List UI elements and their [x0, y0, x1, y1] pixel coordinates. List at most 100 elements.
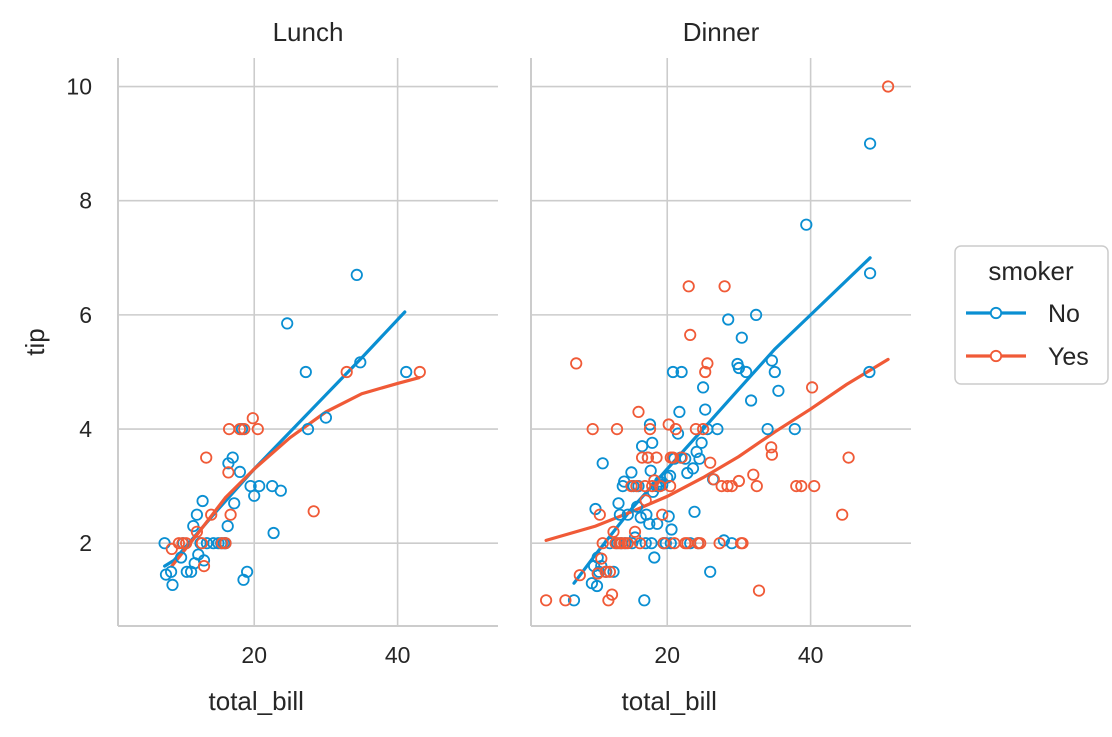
point-no: [281, 317, 294, 330]
point-yes: [663, 479, 677, 493]
point-no: [765, 354, 779, 367]
point-no: [190, 508, 203, 521]
point-no: [651, 517, 664, 530]
point-no: [772, 384, 785, 397]
regression-line-yes: [544, 357, 890, 542]
point-yes: [195, 537, 208, 550]
point-yes: [689, 422, 703, 436]
point-no: [226, 451, 239, 464]
point-no: [863, 267, 877, 280]
point-yes: [630, 479, 643, 493]
axes-spines: [117, 58, 498, 627]
point-yes: [591, 567, 604, 580]
x-tick-label: 40: [385, 642, 411, 668]
point-yes: [573, 569, 586, 582]
point-no: [196, 494, 209, 508]
point-no: [621, 508, 634, 521]
point-yes: [808, 479, 821, 493]
point-yes: [650, 451, 663, 464]
point-no: [639, 537, 652, 550]
point-yes: [805, 381, 819, 394]
y-axis-label: tip: [20, 328, 50, 355]
point-no: [739, 365, 753, 379]
point-yes: [765, 448, 779, 461]
legend-marker: [989, 349, 1003, 363]
point-yes: [233, 422, 246, 436]
point-no: [567, 594, 581, 607]
point-no: [722, 313, 735, 326]
point-yes: [641, 451, 655, 464]
facet-title: Dinner: [683, 17, 760, 47]
point-yes: [635, 451, 649, 464]
grid: [531, 58, 911, 626]
point-no: [267, 526, 280, 540]
point-no: [354, 356, 367, 369]
point-yes: [172, 537, 185, 550]
point-yes: [842, 451, 855, 464]
point-no: [800, 218, 813, 231]
legend-item-yes: Yes: [966, 343, 1089, 371]
point-yes: [790, 479, 803, 493]
point-no: [228, 497, 241, 510]
point-yes: [605, 588, 619, 601]
point-no: [241, 565, 254, 578]
y-tick-label: 6: [79, 302, 92, 328]
x-tick-label: 40: [798, 642, 824, 668]
point-no: [274, 484, 287, 497]
point-no: [863, 137, 877, 150]
point-no: [590, 579, 604, 593]
point-no: [197, 554, 211, 567]
point-no: [248, 489, 261, 502]
point-no: [638, 594, 651, 607]
point-no: [645, 537, 658, 550]
x-tick-label: 20: [241, 642, 267, 668]
point-no: [788, 422, 801, 436]
point-yes: [656, 508, 669, 521]
point-no: [301, 422, 315, 436]
point-no: [761, 422, 774, 436]
point-no: [768, 365, 781, 379]
point-no: [662, 510, 675, 523]
regression-line-yes: [170, 376, 421, 568]
point-yes: [607, 525, 620, 538]
point-yes: [610, 422, 624, 436]
point-yes: [586, 422, 599, 436]
point-no: [749, 308, 763, 321]
point-no: [673, 405, 686, 418]
legend-frame: [954, 245, 1109, 385]
scatter-points: [539, 80, 895, 607]
point-yes: [625, 479, 638, 493]
point-no: [711, 422, 724, 436]
point-no: [233, 465, 246, 478]
point-yes: [721, 479, 734, 493]
point-yes: [736, 537, 749, 550]
point-yes: [643, 422, 657, 436]
point-yes: [215, 537, 229, 550]
point-no: [607, 565, 620, 578]
point-yes: [750, 479, 763, 493]
facet-title: Lunch: [273, 17, 344, 47]
point-no: [696, 381, 710, 394]
point-no: [675, 365, 688, 379]
point-no: [253, 479, 266, 493]
y-tick-label: 8: [79, 188, 92, 214]
point-yes: [180, 537, 193, 550]
point-yes: [165, 542, 178, 556]
point-no: [648, 551, 661, 564]
regression-lines: [163, 310, 421, 568]
point-yes: [200, 451, 213, 464]
point-no: [596, 457, 609, 470]
point-yes: [701, 357, 714, 370]
point-yes: [682, 280, 695, 293]
point-no: [635, 440, 649, 453]
point-yes: [752, 584, 766, 597]
y-tick-label: 2: [79, 530, 92, 556]
point-no: [603, 537, 617, 550]
point-no: [646, 436, 659, 449]
point-yes: [340, 365, 353, 379]
axes-spines: [530, 58, 911, 627]
point-yes: [224, 508, 237, 521]
legend-entries: No Yes: [966, 300, 1089, 371]
point-yes: [596, 537, 609, 550]
